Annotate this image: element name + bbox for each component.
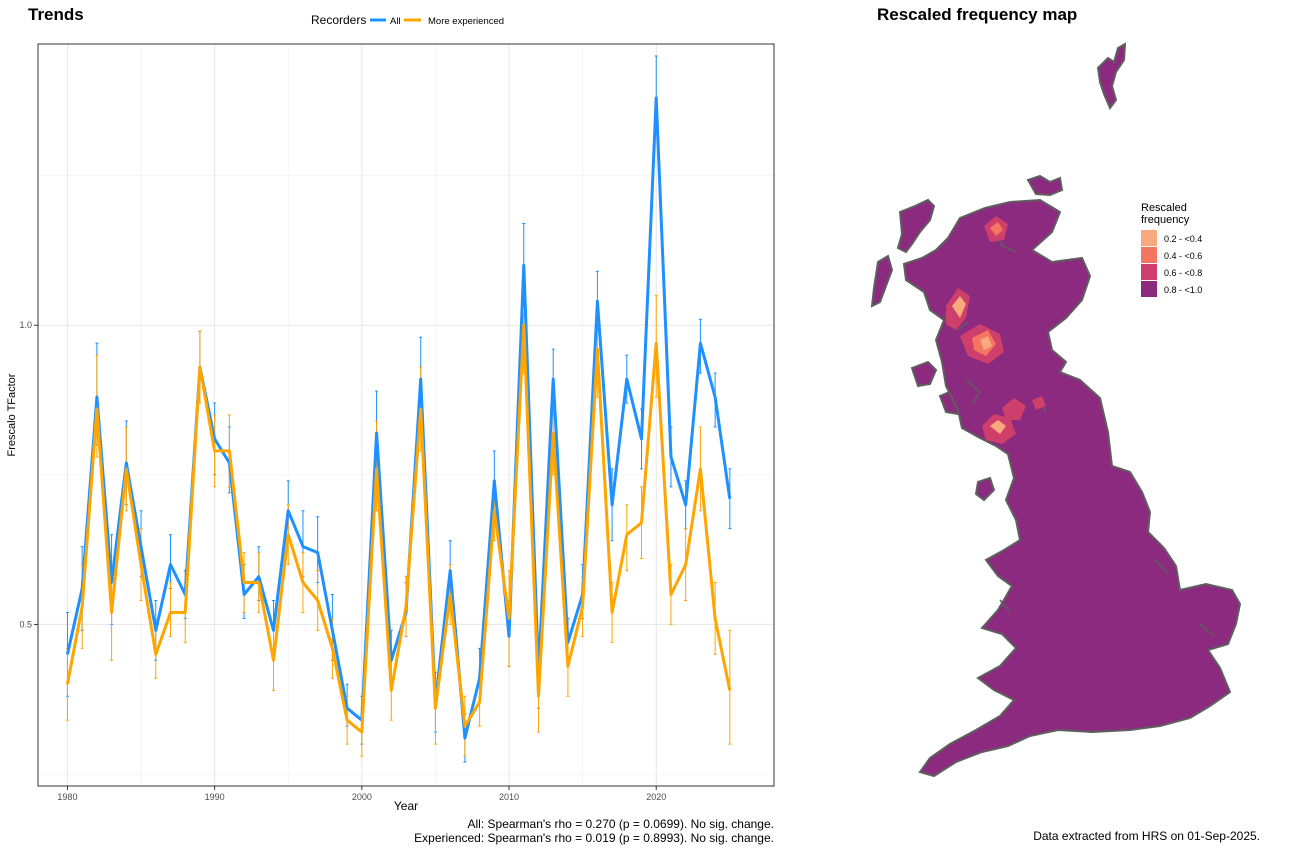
axes: 1980 1990 2000 2010 2020 0.5 1.0: [19, 320, 666, 802]
x-tick-label: 2010: [499, 792, 519, 802]
map-blob-grampians-core: [980, 336, 992, 350]
x-tick-label: 1980: [57, 792, 77, 802]
stats-experienced: Experienced: Spearman's rho = 0.019 (p =…: [414, 831, 774, 845]
map-legend-label-3: 0.6 - <0.8: [1164, 268, 1202, 278]
map-legend-label-1: 0.2 - <0.4: [1164, 234, 1202, 244]
legend: Recorders All More experienced: [311, 13, 504, 27]
stats-all: All: Spearman's rho = 0.270 (p = 0.0699)…: [468, 817, 774, 831]
map-island-man: [974, 476, 996, 502]
y-axis-label: Frescalo TFactor: [6, 373, 18, 456]
y-tick-label: 1.0: [19, 320, 32, 330]
map-blob-east: [1032, 396, 1046, 410]
legend-label-all: All: [390, 16, 401, 27]
x-tick-label: 2000: [352, 792, 372, 802]
map-legend-title-line1: Rescaled: [1141, 202, 1187, 214]
uk-map: [870, 42, 1242, 778]
map-title: Rescaled frequency map: [877, 5, 1077, 24]
x-tick-label: 2020: [646, 792, 666, 802]
legend-title: Recorders: [311, 13, 366, 27]
legend-label-experienced: More experienced: [428, 16, 504, 27]
map-island-uist: [870, 254, 894, 308]
trends-title: Trends: [28, 5, 84, 24]
map-legend-swatch-2: [1141, 247, 1157, 263]
series-lines: [65, 96, 732, 740]
data-source-note: Data extracted from HRS on 01-Sep-2025.: [1033, 829, 1260, 843]
map-island-orkney: [1026, 174, 1064, 197]
x-axis-label: Year: [394, 799, 418, 813]
series-line-experienced: [65, 323, 732, 734]
series-line-all: [65, 96, 732, 740]
map-legend-swatch-1: [1141, 230, 1157, 246]
plot-panel: [38, 44, 774, 786]
plot-border: [37, 43, 775, 787]
y-tick-label: 0.5: [19, 619, 32, 629]
map-legend-swatch-4: [1141, 281, 1157, 297]
map-blob-west-coast-core: [952, 296, 966, 318]
map-legend-title-line2: frequency: [1141, 214, 1190, 226]
map-blob-borders-north: [1002, 398, 1026, 420]
map-island-shetland: [1096, 42, 1127, 110]
x-tick-label: 1990: [205, 792, 225, 802]
map-legend-label-4: 0.8 - <1.0: [1164, 285, 1202, 295]
map-island-mull: [910, 360, 938, 388]
map-legend: Rescaled frequency 0.2 - <0.4 0.4 - <0.6…: [1141, 202, 1202, 297]
map-island-lewis: [896, 198, 936, 254]
map-blob-southern-uplands-core: [990, 420, 1006, 434]
map-legend-swatch-3: [1141, 264, 1157, 280]
map-blob-highlands-north-core: [990, 222, 1003, 236]
map-legend-label-2: 0.4 - <0.6: [1164, 251, 1202, 261]
